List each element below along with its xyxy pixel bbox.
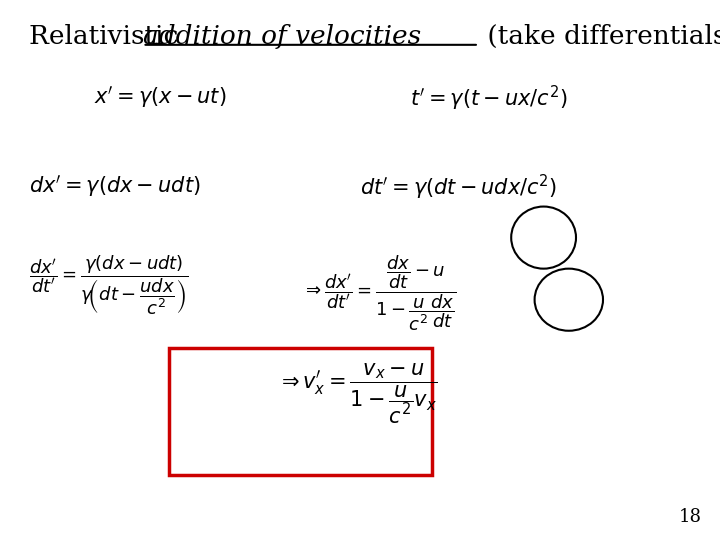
Text: $\Rightarrow \dfrac{dx'}{dt'} = \dfrac{\dfrac{dx}{dt} - u}{1 - \dfrac{u}{c^2}\df: $\Rightarrow \dfrac{dx'}{dt'} = \dfrac{\… bbox=[302, 254, 457, 333]
Text: $dt' = \gamma (dt - udx / c^2)$: $dt' = \gamma (dt - udx / c^2)$ bbox=[360, 173, 557, 202]
Text: $t' = \gamma (t - ux / c^2)$: $t' = \gamma (t - ux / c^2)$ bbox=[410, 84, 568, 113]
Text: Relativistic: Relativistic bbox=[29, 24, 186, 49]
FancyBboxPatch shape bbox=[169, 348, 432, 475]
Text: addition of velocities: addition of velocities bbox=[143, 24, 420, 49]
Text: $x' = \gamma (x - ut)$: $x' = \gamma (x - ut)$ bbox=[94, 84, 226, 110]
Text: 18: 18 bbox=[679, 509, 702, 526]
Text: $\Rightarrow v_x' = \dfrac{v_x - u}{1 - \dfrac{u}{c^2} v_x}$: $\Rightarrow v_x' = \dfrac{v_x - u}{1 - … bbox=[277, 362, 438, 426]
Text: $dx' = \gamma (dx - udt)$: $dx' = \gamma (dx - udt)$ bbox=[29, 173, 200, 199]
Text: (take differentials): (take differentials) bbox=[479, 24, 720, 49]
Text: $\dfrac{dx'}{dt'} = \dfrac{\gamma (dx - udt)}{\gamma \!\left(dt - \dfrac{udx}{c^: $\dfrac{dx'}{dt'} = \dfrac{\gamma (dx - … bbox=[29, 254, 188, 317]
